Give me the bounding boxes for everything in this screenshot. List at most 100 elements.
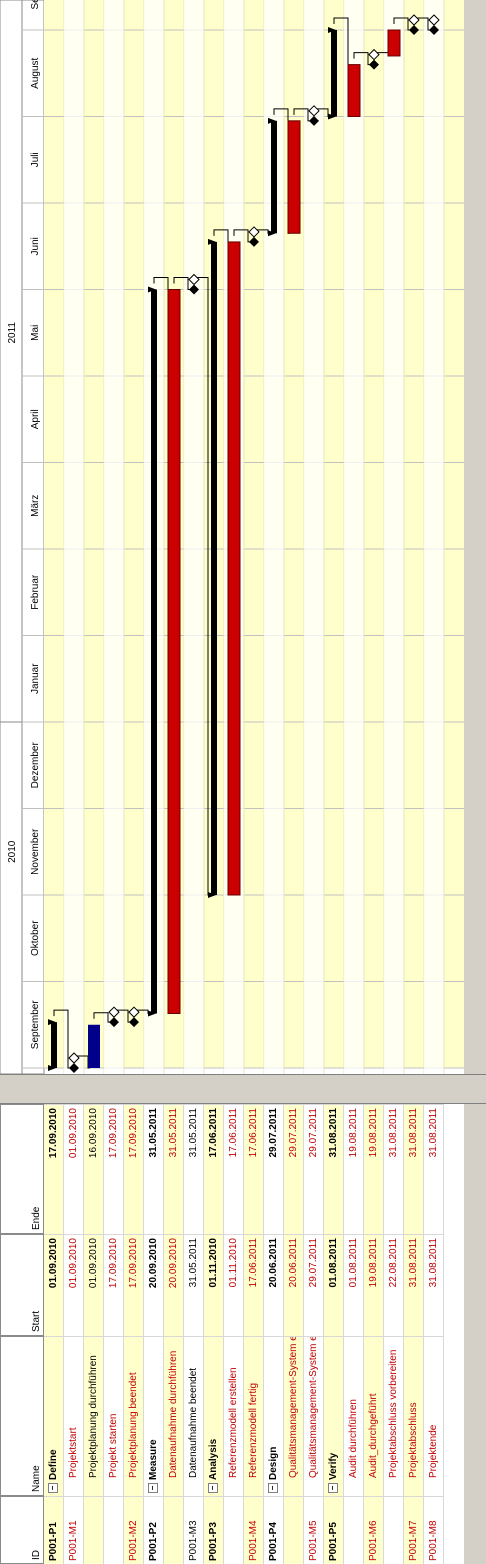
cell-start: 17.06.2011: [244, 1234, 264, 1336]
cell-end-text: 17.09.2010: [108, 1108, 119, 1159]
cell-start: 17.09.2010: [104, 1234, 124, 1336]
cell-id: P001-P5: [324, 1496, 344, 1564]
cell-start-text: 19.08.2011: [368, 1238, 379, 1288]
cell-end-text: 29.07.2011: [308, 1108, 319, 1158]
cell-start: 01.11.2010: [204, 1234, 224, 1336]
collapse-toggle-icon[interactable]: −: [268, 1483, 279, 1493]
row-stripe: [424, 0, 444, 1074]
cell-end-text: 31.08.2011: [428, 1108, 439, 1158]
cell-end-text: 31.05.2011: [188, 1108, 199, 1158]
summary-bar: [331, 30, 337, 117]
table-row[interactable]: P001-M1 Projektstart 01.09.2010 01.09.2010: [64, 1104, 84, 1564]
cell-start: 01.08.2011: [324, 1234, 344, 1336]
cell-name-text: Projektstart: [68, 1427, 79, 1478]
cell-id: [224, 1496, 244, 1564]
table-row[interactable]: Qualitätsmanagement-System einführen 20.0…: [284, 1104, 304, 1564]
collapse-toggle-icon[interactable]: −: [328, 1483, 339, 1493]
cell-name-text: Projektabschluss: [408, 1402, 419, 1478]
grid-scrollbar[interactable]: [464, 1104, 486, 1564]
cell-end: 31.08.2011: [324, 1104, 344, 1234]
cell-end: 29.07.2011: [284, 1104, 304, 1234]
cell-start-text: 20.09.2010: [148, 1238, 159, 1289]
cell-id-text: P001-M8: [428, 1520, 439, 1561]
cell-end: 19.08.2011: [344, 1104, 364, 1234]
table-row[interactable]: Audit durchführen 01.08.2011 19.08.2011: [344, 1104, 364, 1564]
row-stripe: [344, 0, 364, 1074]
table-row[interactable]: Datenaufnahme durchführen 20.09.2010 31.05…: [164, 1104, 184, 1564]
table-row[interactable]: Projekt starten 17.09.2010 17.09.2010: [104, 1104, 124, 1564]
milestone-baseline-diamond: [308, 105, 320, 117]
table-row[interactable]: P001-P1 − Define 01.09.2010 17.09.2010: [44, 1104, 64, 1564]
cell-end: 01.09.2010: [64, 1104, 84, 1234]
table-row[interactable]: P001-M8 Projektende 31.08.2011 31.08.2011: [424, 1104, 444, 1564]
table-row[interactable]: P001-M7 Projektabschluss 31.08.2011 31.08.2…: [404, 1104, 424, 1564]
summary-start-marker: [48, 1065, 56, 1071]
column-header-end[interactable]: Ende: [0, 1104, 44, 1234]
collapse-toggle-icon[interactable]: −: [48, 1483, 59, 1493]
table-row[interactable]: P001-P5 − Verify 01.08.2011 31.08.2011: [324, 1104, 344, 1564]
cell-start-text: 01.09.2010: [48, 1238, 59, 1289]
table-row[interactable]: P001-M2 Projektplanung beendet 17.09.2010 1…: [124, 1104, 144, 1564]
cell-start-text: 31.05.2011: [188, 1238, 199, 1288]
summary-start-marker: [208, 892, 216, 898]
milestone-baseline-diamond: [248, 226, 260, 238]
cell-id-text: P001-M6: [368, 1520, 379, 1561]
cell-name-text: Datenaufnahme beendet: [188, 1367, 199, 1478]
cell-name-text: Projektabschluss vorbereiten: [388, 1349, 399, 1478]
milestone-diamond: [409, 25, 419, 35]
dependency-link: [173, 277, 190, 290]
pane-splitter[interactable]: [0, 1074, 486, 1104]
summary-bar: [151, 289, 157, 1014]
cell-end-text: 29.07.2011: [268, 1108, 279, 1158]
cell-end: 31.08.2011: [404, 1104, 424, 1234]
cell-name: Audit_durchgeführt: [364, 1336, 384, 1496]
table-row[interactable]: P001-M4 Referenzmodell fertig 17.06.2011 17…: [244, 1104, 264, 1564]
table-row[interactable]: P001-P4 − Design 20.06.2011 29.07.2011: [264, 1104, 284, 1564]
cell-id: P001-M4: [244, 1496, 264, 1564]
cell-id: [84, 1496, 104, 1564]
cell-name: − Measure: [144, 1336, 164, 1496]
month-label: Juni: [30, 237, 41, 255]
table-row[interactable]: P001-M6 Audit_durchgeführt 19.08.2011 19.08…: [364, 1104, 384, 1564]
summary-end-marker: [48, 1019, 56, 1026]
cell-id: [344, 1496, 364, 1564]
table-row[interactable]: Projektplanung durchführen 01.09.2010 16.0…: [84, 1104, 104, 1564]
column-header-start[interactable]: Start: [0, 1234, 44, 1336]
cell-id-text: P001-M7: [408, 1520, 419, 1561]
month-label: August: [30, 57, 41, 88]
cell-name-text: Audit durchführen: [348, 1399, 359, 1478]
cell-end-text: 17.06.2011: [208, 1108, 219, 1158]
task-bar: [387, 29, 401, 57]
cell-end-text: 19.08.2011: [368, 1108, 379, 1158]
cell-name: Projektplanung beendet: [124, 1336, 144, 1496]
task-bar: [347, 64, 361, 117]
table-row[interactable]: P001-M3 Datenaufnahme beendet 31.05.2011 31…: [184, 1104, 204, 1564]
column-header-id[interactable]: ID: [0, 1496, 44, 1564]
table-row[interactable]: P001-M5 Qualitätsmanagement-System eingef…: [304, 1104, 324, 1564]
milestone-baseline-diamond: [188, 273, 200, 286]
milestone-baseline-diamond: [108, 1006, 120, 1018]
cell-end-text: 29.07.2011: [288, 1108, 299, 1158]
cell-id-text: P001-M5: [308, 1520, 319, 1561]
milestone-diamond: [429, 25, 439, 35]
cell-name-text: Projektplanung beendet: [128, 1372, 139, 1478]
table-row[interactable]: Referenzmodell erstellen 01.11.2010 17.06.…: [224, 1104, 244, 1564]
collapse-toggle-icon[interactable]: −: [208, 1483, 219, 1493]
table-row[interactable]: Projektabschluss vorbereiten 22.08.2011 31…: [384, 1104, 404, 1564]
cell-id: P001-M3: [184, 1496, 204, 1564]
cell-end-text: 17.06.2011: [248, 1108, 259, 1158]
collapse-toggle-icon[interactable]: −: [148, 1483, 159, 1493]
cell-end-text: 19.08.2011: [348, 1108, 359, 1158]
table-row[interactable]: P001-P2 − Measure 20.09.2010 31.05.2011: [144, 1104, 164, 1564]
column-header-name[interactable]: Name: [0, 1336, 44, 1496]
table-row[interactable]: P001-P3 − Analysis 01.11.2010 17.06.2011: [204, 1104, 224, 1564]
cell-name-text: Analysis: [208, 1438, 219, 1480]
cell-name: Projektabschluss vorbereiten: [384, 1336, 404, 1496]
cell-end: 31.08.2011: [424, 1104, 444, 1234]
cell-name: − Verify: [324, 1336, 344, 1496]
cell-id: P001-M5: [304, 1496, 324, 1564]
cell-start-text: 29.07.2011: [308, 1238, 319, 1288]
dependency-link: [393, 17, 410, 31]
task-bar: [287, 120, 301, 234]
milestone-baseline-diamond: [128, 1006, 140, 1018]
